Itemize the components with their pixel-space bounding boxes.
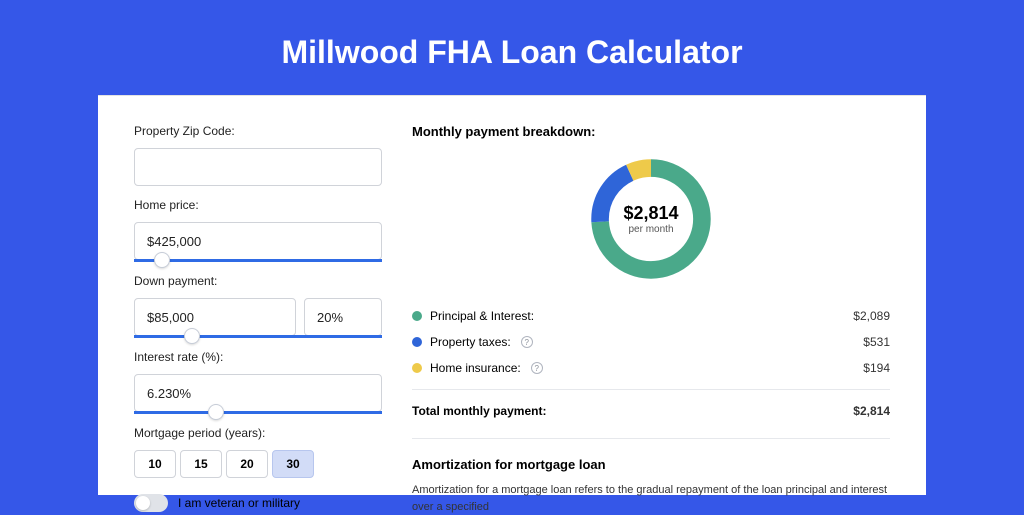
- legend-dot: [412, 363, 422, 373]
- info-icon[interactable]: ?: [531, 362, 543, 374]
- legend-value: $531: [863, 335, 890, 349]
- legend-row: Principal & Interest: $2,089: [412, 303, 890, 329]
- slider-thumb[interactable]: [208, 404, 224, 420]
- total-value: $2,814: [853, 404, 890, 418]
- divider: [412, 389, 890, 390]
- home-price-input[interactable]: [134, 222, 382, 260]
- total-label: Total monthly payment:: [412, 404, 546, 418]
- period-field: Mortgage period (years): 10152030: [134, 426, 382, 478]
- zip-field: Property Zip Code:: [134, 124, 382, 186]
- down-payment-slider[interactable]: [134, 335, 382, 338]
- veteran-label: I am veteran or military: [178, 496, 300, 510]
- period-label: Mortgage period (years):: [134, 426, 382, 440]
- divider: [412, 438, 890, 439]
- veteran-toggle[interactable]: [134, 494, 168, 512]
- legend-label: Home insurance:: [430, 361, 521, 375]
- legend-value: $2,089: [853, 309, 890, 323]
- total-row: Total monthly payment: $2,814: [412, 398, 890, 424]
- donut-chart: $2,814 per month: [412, 155, 890, 283]
- amortization-text: Amortization for a mortgage loan refers …: [412, 482, 890, 515]
- slider-thumb[interactable]: [184, 328, 200, 344]
- zip-input[interactable]: [134, 148, 382, 186]
- interest-field: Interest rate (%):: [134, 350, 382, 414]
- interest-slider[interactable]: [134, 411, 382, 414]
- down-payment-field: Down payment:: [134, 274, 382, 338]
- breakdown-title: Monthly payment breakdown:: [412, 124, 890, 139]
- home-price-label: Home price:: [134, 198, 382, 212]
- breakdown-column: Monthly payment breakdown: $2,814 per mo…: [412, 124, 890, 495]
- interest-label: Interest rate (%):: [134, 350, 382, 364]
- down-payment-pct-input[interactable]: [304, 298, 382, 336]
- interest-input[interactable]: [134, 374, 382, 412]
- donut-sub: per month: [628, 224, 673, 235]
- slider-thumb[interactable]: [154, 252, 170, 268]
- legend-dot: [412, 337, 422, 347]
- zip-label: Property Zip Code:: [134, 124, 382, 138]
- period-button-15[interactable]: 15: [180, 450, 222, 478]
- period-buttons: 10152030: [134, 450, 382, 478]
- legend-row: Property taxes:? $531: [412, 329, 890, 355]
- page-title: Millwood FHA Loan Calculator: [0, 0, 1024, 95]
- home-price-field: Home price:: [134, 198, 382, 262]
- legend: Principal & Interest: $2,089 Property taxe…: [412, 303, 890, 381]
- legend-dot: [412, 311, 422, 321]
- down-payment-input[interactable]: [134, 298, 296, 336]
- calculator-card: Property Zip Code: Home price: Down paym…: [98, 95, 926, 495]
- period-button-20[interactable]: 20: [226, 450, 268, 478]
- legend-label: Property taxes:: [430, 335, 511, 349]
- down-payment-label: Down payment:: [134, 274, 382, 288]
- period-button-10[interactable]: 10: [134, 450, 176, 478]
- legend-value: $194: [863, 361, 890, 375]
- amortization-title: Amortization for mortgage loan: [412, 457, 890, 472]
- donut-amount: $2,814: [623, 203, 678, 224]
- legend-label: Principal & Interest:: [430, 309, 534, 323]
- info-icon[interactable]: ?: [521, 336, 533, 348]
- legend-row: Home insurance:? $194: [412, 355, 890, 381]
- veteran-row: I am veteran or military: [134, 494, 382, 512]
- home-price-slider[interactable]: [134, 259, 382, 262]
- form-column: Property Zip Code: Home price: Down paym…: [134, 124, 382, 495]
- period-button-30[interactable]: 30: [272, 450, 314, 478]
